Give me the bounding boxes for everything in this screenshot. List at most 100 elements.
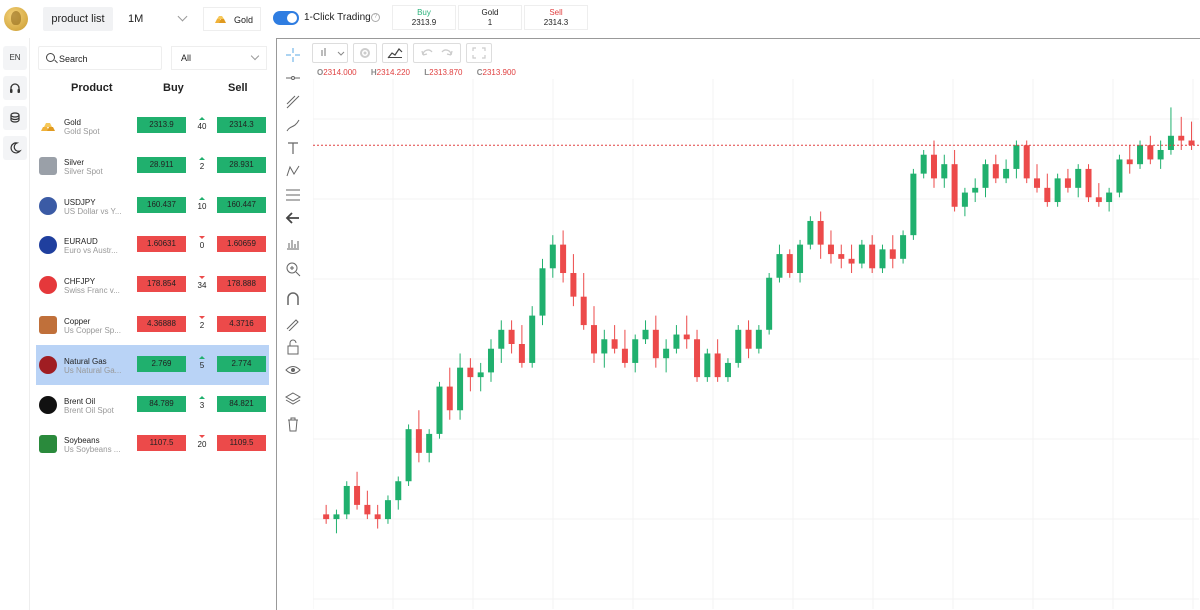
candlestick-chart[interactable] (313, 79, 1199, 609)
candle-body (477, 372, 484, 378)
product-sell-button[interactable]: 1.60659 (217, 236, 266, 253)
settings-gear-icon[interactable] (353, 43, 377, 63)
chart-type-button[interactable] (312, 43, 348, 63)
eye-icon[interactable] (285, 362, 301, 378)
quote-buy-button[interactable]: Buy 2313.9 (392, 5, 456, 30)
product-change-value: 2 (199, 161, 205, 171)
product-change: 2 (191, 316, 213, 330)
product-sell-button[interactable]: 2.774 (217, 355, 266, 372)
fullscreen-icon[interactable] (466, 43, 492, 63)
candle-body (704, 353, 711, 378)
arrow-left-icon[interactable] (285, 210, 301, 226)
candle-body (1003, 168, 1010, 179)
candle (477, 362, 484, 392)
product-buy-button[interactable]: 4.36888 (137, 316, 186, 332)
zoom-in-icon[interactable] (285, 261, 301, 277)
product-buy-button[interactable]: 84.789 (137, 395, 186, 412)
candle-body (941, 164, 948, 179)
product-change-value: 2 (199, 321, 205, 330)
trash-icon[interactable] (285, 416, 301, 432)
product-sell-button[interactable]: 4.3716 (217, 316, 266, 332)
product-buy-button[interactable]: 160.437 (137, 196, 186, 213)
timeframe-select[interactable]: 1M (118, 7, 196, 31)
candle-body (838, 254, 845, 259)
product-row[interactable]: EURAUD Euro vs Austr... 1.60631 0 1.60659 (36, 225, 269, 265)
fib-icon[interactable] (285, 187, 301, 203)
arrow-down-icon (199, 435, 205, 439)
layers-icon[interactable] (284, 391, 302, 407)
symbol-name: Gold (234, 15, 254, 25)
measure-icon[interactable] (285, 235, 301, 251)
candle-body (961, 192, 968, 207)
lock-icon[interactable] (285, 339, 301, 355)
horizontal-line-icon[interactable] (285, 70, 301, 86)
product-buy-button[interactable]: 1.60631 (137, 236, 186, 253)
product-row[interactable]: Silver Silver Spot 28.911 2 28.931 (36, 146, 269, 186)
language-button[interactable]: EN (3, 46, 27, 70)
product-row[interactable]: USDJPY US Dollar vs Y... 160.437 10 160.447 (36, 186, 269, 226)
product-row[interactable]: Brent Oil Brent Oil Spot 84.789 3 84.821 (36, 385, 269, 425)
copper-icon (39, 316, 57, 334)
product-row[interactable]: Natural Gas Us Natural Ga... 2.769 5 2.774 (36, 344, 269, 385)
crosshair-icon[interactable] (285, 47, 301, 63)
one-click-toggle[interactable] (273, 11, 299, 25)
candle-body (1157, 149, 1164, 160)
search-box[interactable] (38, 46, 162, 70)
product-sell-button[interactable]: 178.888 (217, 276, 266, 293)
gold-bars-icon (39, 117, 57, 135)
product-row[interactable]: CHFJPY Swiss Franc v... 178.854 34 178.888 (36, 265, 269, 305)
brush-icon[interactable] (285, 117, 301, 133)
product-list-button[interactable]: product list (43, 7, 113, 31)
product-row[interactable]: Copper Us Copper Sp... 4.36888 2 4.3716 (36, 305, 269, 345)
product-buy-button[interactable]: 28.911 (137, 156, 186, 173)
product-sell-button[interactable]: 1109.5 (217, 435, 266, 452)
candle-body (910, 173, 917, 236)
soybean-icon (39, 435, 57, 454)
product-subtitle: Gold Spot (64, 127, 100, 136)
help-icon[interactable]: ? (371, 13, 380, 22)
product-buy-button[interactable]: 2313.9 (137, 117, 186, 133)
category-select[interactable]: All (171, 46, 267, 70)
product-buy-button[interactable]: 2.769 (137, 355, 186, 372)
quote-buy-label: Buy (417, 8, 431, 17)
pencil-lock-icon[interactable] (285, 315, 301, 332)
quote-sell-button[interactable]: Sell 2314.3 (524, 5, 588, 30)
text-icon[interactable] (285, 140, 301, 156)
candle-body (333, 514, 340, 520)
drawing-toolbar (277, 39, 309, 610)
undo-icon[interactable] (414, 44, 460, 62)
product-buy-button[interactable]: 1107.5 (137, 435, 186, 452)
quote-buy-value: 2313.9 (411, 18, 437, 27)
candle (1167, 107, 1174, 155)
product-buy-button[interactable]: 178.854 (137, 276, 186, 293)
indicators-icon[interactable] (382, 43, 408, 63)
product-sell-button[interactable]: 28.931 (217, 156, 266, 173)
symbol-chip[interactable]: Gold (203, 7, 261, 31)
product-table-header: Product Buy Sell (31, 82, 275, 98)
magnet-icon[interactable] (285, 291, 301, 307)
moon-icon[interactable] (3, 136, 27, 160)
quote-sell-label: Sell (549, 8, 563, 17)
product-sell-button[interactable]: 2314.3 (217, 117, 266, 133)
brand-logo[interactable] (4, 7, 28, 31)
arrow-down-icon (199, 236, 205, 240)
candle-body (467, 367, 474, 378)
undo-redo-group (413, 43, 461, 63)
candle-body (539, 268, 546, 316)
trend-line-icon[interactable] (285, 94, 301, 110)
search-input[interactable] (59, 51, 157, 67)
product-row[interactable]: Gold Gold Spot 2313.9 40 2314.3 (36, 106, 269, 146)
product-row[interactable]: Soybeans Us Soybeans ... 1107.5 20 1109.5 (36, 424, 269, 464)
headset-icon[interactable] (3, 76, 27, 100)
candle-body (1147, 145, 1154, 160)
candle (735, 325, 742, 368)
product-change: 2 (191, 156, 213, 171)
quote-lot-box[interactable]: Gold 1 (458, 5, 522, 30)
product-sell-button[interactable]: 84.821 (217, 395, 266, 412)
product-name: CHFJPY (64, 277, 96, 287)
candle-body (529, 315, 536, 363)
coins-icon[interactable] (3, 106, 27, 130)
pattern-icon[interactable] (285, 163, 301, 179)
candle (467, 358, 474, 392)
product-sell-button[interactable]: 160.447 (217, 196, 266, 213)
